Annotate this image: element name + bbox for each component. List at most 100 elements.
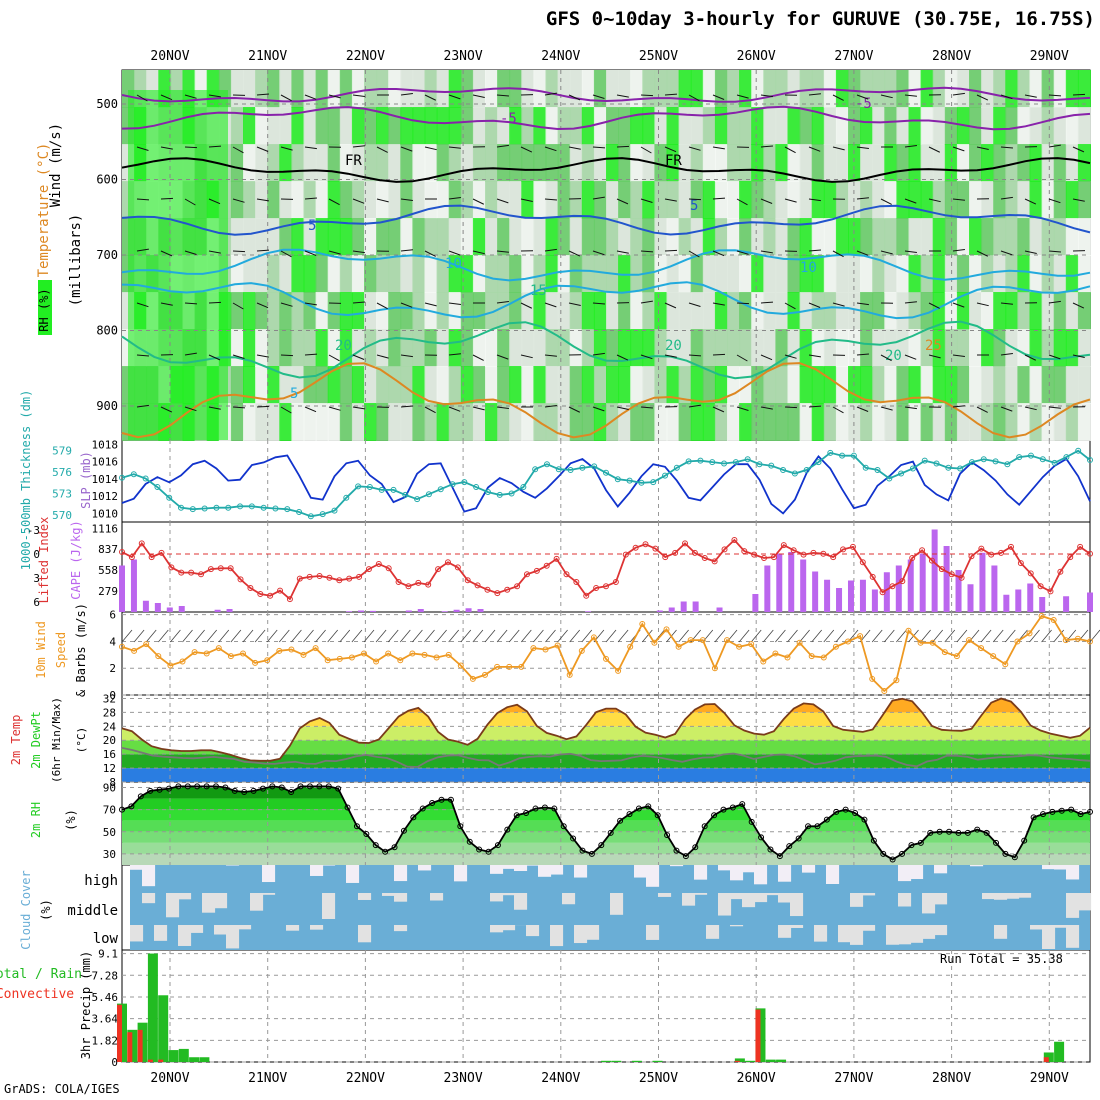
rh-cell [255, 403, 269, 441]
rh-cell [920, 218, 934, 256]
cloud-gap [658, 893, 672, 897]
rh-cell [1077, 218, 1091, 256]
y-tick-label: 24 [103, 720, 117, 733]
rh-cell [787, 255, 801, 293]
wind-axis-label-3: & Barbs (m/s) [74, 603, 88, 697]
cloud-gap [694, 893, 708, 895]
precip-axis-label: 3hr Precip (mm) [79, 951, 93, 1059]
wind-barb [328, 198, 340, 206]
rh-cell [606, 181, 620, 219]
rh-cell [593, 218, 607, 256]
rh-cell [303, 292, 317, 330]
rh-cell [618, 292, 632, 330]
rh-2m-point [494, 842, 501, 849]
surface-wind-barb [871, 629, 883, 643]
wind-barb [592, 94, 605, 99]
wind-barb [736, 198, 748, 206]
rh-cell [448, 292, 462, 330]
wind-barb [208, 301, 222, 304]
rh-cell [412, 329, 426, 367]
wind-barb [736, 354, 748, 362]
wind-barb [760, 94, 773, 98]
rh-cell [267, 181, 281, 219]
rh-cell [448, 366, 462, 404]
rh-cell [860, 70, 874, 108]
date-label-bottom: 29NOV [1030, 1071, 1069, 1086]
rh-cell [521, 292, 535, 330]
rh-cell [775, 70, 789, 108]
isotherm-label: 20 [665, 338, 682, 354]
surface-wind-barb [920, 629, 931, 643]
rh-cell [1017, 366, 1031, 404]
surface-wind-barb [496, 629, 508, 643]
wind-barb [280, 146, 293, 151]
rh-cell [932, 292, 946, 330]
wind-barb [496, 198, 509, 204]
rh-cell [751, 329, 765, 367]
rh-cell [436, 403, 450, 441]
slp-tick: 1014 [92, 473, 119, 486]
rh-cell [230, 403, 244, 441]
surface-wind-barb [968, 629, 980, 643]
rh-cell [739, 181, 753, 219]
wind-barb [952, 198, 965, 201]
cape-bar [1087, 592, 1093, 612]
cloud-gap [1042, 865, 1056, 870]
legend-wind: Wind (m/s) [48, 123, 64, 207]
wind-barb [1000, 353, 1013, 356]
rh-cell [630, 218, 644, 256]
isotherm-line [121, 362, 1091, 439]
wind-barb [256, 198, 269, 202]
rh-cell [787, 329, 801, 367]
date-label-top: 26NOV [737, 49, 776, 64]
precip-tick: 7.28 [92, 969, 119, 982]
cape-bar [1039, 597, 1046, 612]
cloud-gap [526, 865, 540, 866]
thickness-point [532, 466, 539, 473]
rh-cell [364, 218, 378, 256]
wind-barb [304, 250, 317, 256]
cloud-gap [142, 865, 156, 887]
rh-2m-point [1021, 837, 1028, 844]
rh-cell [872, 292, 886, 330]
rh-cell [593, 181, 607, 219]
rh-cell [230, 329, 244, 367]
rh-cell [1041, 107, 1055, 145]
rh-cell [618, 107, 632, 145]
rh-cell [243, 403, 257, 441]
rh-cell [920, 403, 934, 441]
pressure-tick: 600 [96, 172, 118, 186]
rh-cell [521, 144, 535, 182]
rh-cell [1005, 292, 1019, 330]
rh-cell [581, 255, 595, 293]
rh-cell [557, 107, 571, 145]
cape-bar [477, 609, 484, 612]
rh-cell [448, 107, 462, 145]
cloud-gap [742, 893, 756, 908]
cloud-gap [394, 865, 408, 882]
rh-cell [618, 403, 632, 441]
surface-wind-barb [569, 629, 581, 643]
wind-barb [448, 302, 461, 305]
rh-cell [993, 329, 1007, 367]
lifted-index-point [879, 589, 886, 596]
cloud-gap [886, 925, 900, 945]
rh-cell [1065, 292, 1079, 330]
cape-bar [931, 529, 938, 612]
rh-cell [727, 403, 741, 441]
rh-cell [763, 218, 777, 256]
wind-barb [328, 250, 341, 255]
rh-cell [908, 403, 922, 441]
rh-cell [606, 366, 620, 404]
wind-barb [592, 302, 605, 305]
rh-cell [1065, 218, 1079, 256]
wind-barb [544, 405, 557, 408]
date-label-top: 28NOV [932, 49, 971, 64]
wind-speed-point [578, 647, 585, 654]
rh-cell [243, 366, 257, 404]
rh-cell [799, 366, 813, 404]
date-label-bottom: 21NOV [248, 1071, 287, 1086]
rh-2m-point [382, 848, 389, 855]
rh-cell [1017, 181, 1031, 219]
